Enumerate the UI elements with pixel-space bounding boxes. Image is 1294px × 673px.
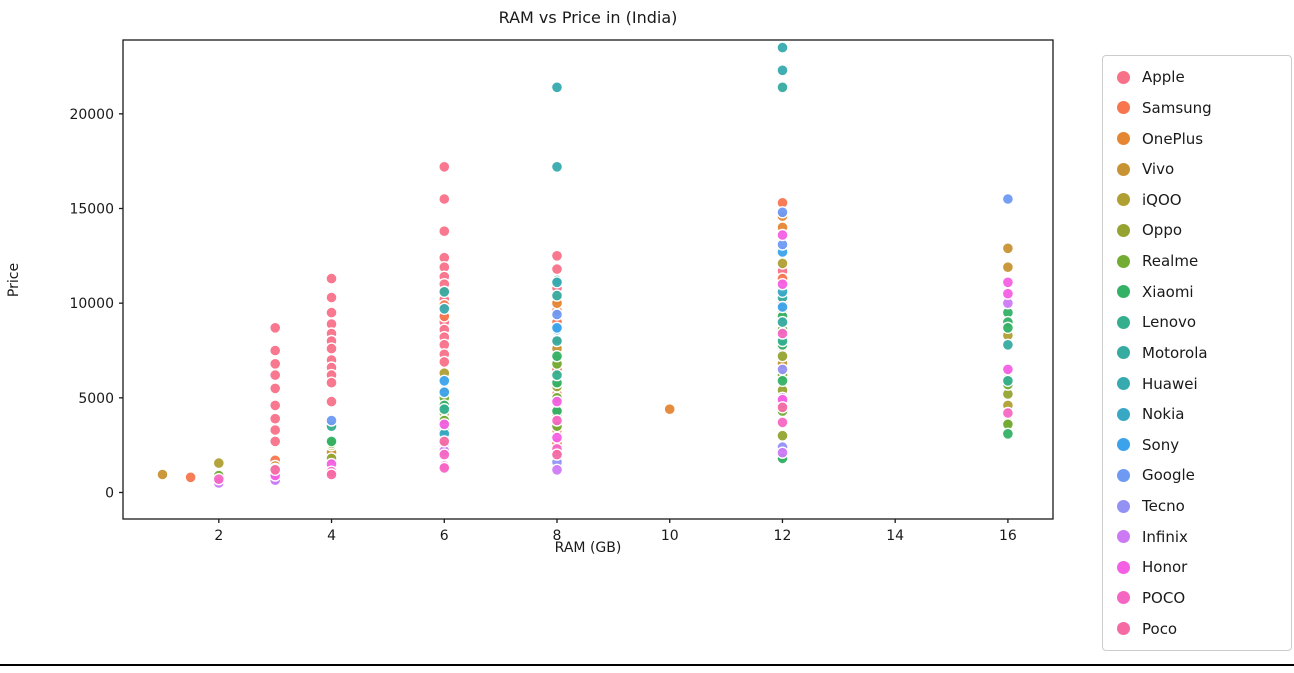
legend-marker-icon: [1117, 622, 1130, 636]
legend-item-xiaomi: Xiaomi: [1103, 277, 1291, 306]
svg-text:4: 4: [327, 528, 336, 544]
legend-label: Tecno: [1142, 497, 1185, 516]
svg-text:8: 8: [553, 528, 562, 544]
legend-marker-icon: [1117, 254, 1130, 268]
legend-marker-icon: [1117, 591, 1130, 605]
legend-item-apple: Apple: [1103, 63, 1291, 92]
plot-area: 2 4 6 8 10 12 14 16 0 5000 10000 15000 20000: [69, 39, 1054, 544]
svg-text:14: 14: [886, 528, 904, 544]
legend-marker-icon: [1117, 438, 1130, 452]
legend-item-poco: Poco: [1103, 614, 1291, 643]
chart-title: RAM vs Price in (India): [498, 8, 678, 27]
legend-label: Nokia: [1142, 405, 1185, 424]
legend-item-lenovo: Lenovo: [1103, 308, 1291, 337]
svg-text:5000: 5000: [78, 391, 114, 407]
legend-label: Poco: [1142, 619, 1178, 638]
svg-text:10: 10: [661, 528, 679, 544]
legend-label: Motorola: [1142, 343, 1208, 362]
legend-label: Realme: [1142, 252, 1199, 271]
legend-marker-icon: [1117, 499, 1130, 513]
legend-marker-icon: [1117, 162, 1130, 176]
legend-item-vivo: Vivo: [1103, 155, 1291, 184]
legend-marker-icon: [1117, 223, 1130, 237]
legend-marker-icon: [1117, 70, 1130, 84]
svg-text:2: 2: [214, 528, 223, 544]
legend-label: iQOO: [1142, 190, 1182, 209]
legend-label: Apple: [1142, 68, 1185, 87]
svg-text:16: 16: [999, 528, 1017, 544]
svg-text:0: 0: [105, 485, 114, 501]
legend-label: POCO: [1142, 588, 1186, 607]
legend-item-realme: Realme: [1103, 247, 1291, 276]
legend-label: Xiaomi: [1142, 282, 1194, 301]
legend-label: Google: [1142, 466, 1195, 485]
legend-marker-icon: [1117, 193, 1130, 207]
legend-label: Infinix: [1142, 527, 1188, 546]
legend-item-oppo: Oppo: [1103, 216, 1291, 245]
svg-text:10000: 10000: [69, 296, 114, 312]
legend-marker-icon: [1117, 315, 1130, 329]
legend-item-poco: POCO: [1103, 583, 1291, 612]
legend-item-infinix: Infinix: [1103, 522, 1291, 551]
legend-label: OnePlus: [1142, 129, 1204, 148]
legend-label: Vivo: [1142, 160, 1175, 179]
legend-marker-icon: [1117, 101, 1130, 115]
legend: Apple Samsung OnePlus Vivo iQOO Oppo Realme Xia…: [1102, 55, 1292, 651]
legend-label: Huawei: [1142, 374, 1198, 393]
legend-marker-icon: [1117, 377, 1130, 391]
svg-text:20000: 20000: [69, 107, 114, 123]
x-axis-label: RAM (GB): [554, 540, 622, 556]
legend-marker-icon: [1117, 407, 1130, 421]
svg-text:12: 12: [774, 528, 792, 544]
legend-item-google: Google: [1103, 461, 1291, 490]
legend-item-honor: Honor: [1103, 553, 1291, 582]
legend-item-tecno: Tecno: [1103, 492, 1291, 521]
legend-item-huawei: Huawei: [1103, 369, 1291, 398]
legend-label: Sony: [1142, 435, 1180, 454]
legend-marker-icon: [1117, 468, 1130, 482]
legend-item-iqoo: iQOO: [1103, 185, 1291, 214]
svg-text:6: 6: [440, 528, 449, 544]
legend-label: Samsung: [1142, 98, 1212, 117]
svg-text:15000: 15000: [69, 202, 114, 218]
legend-marker-icon: [1117, 132, 1130, 146]
legend-label: Lenovo: [1142, 313, 1197, 332]
legend-item-sony: Sony: [1103, 430, 1291, 459]
legend-item-motorola: Motorola: [1103, 338, 1291, 367]
legend-item-nokia: Nokia: [1103, 400, 1291, 429]
legend-marker-icon: [1117, 346, 1130, 360]
legend-item-oneplus: OnePlus: [1103, 124, 1291, 153]
legend-marker-icon: [1117, 285, 1130, 299]
legend-label: Oppo: [1142, 221, 1183, 240]
legend-marker-icon: [1117, 530, 1130, 544]
legend-marker-icon: [1117, 560, 1130, 574]
window-bottom-border: [0, 664, 1294, 666]
legend-label: Honor: [1142, 558, 1188, 577]
legend-item-samsung: Samsung: [1103, 93, 1291, 122]
